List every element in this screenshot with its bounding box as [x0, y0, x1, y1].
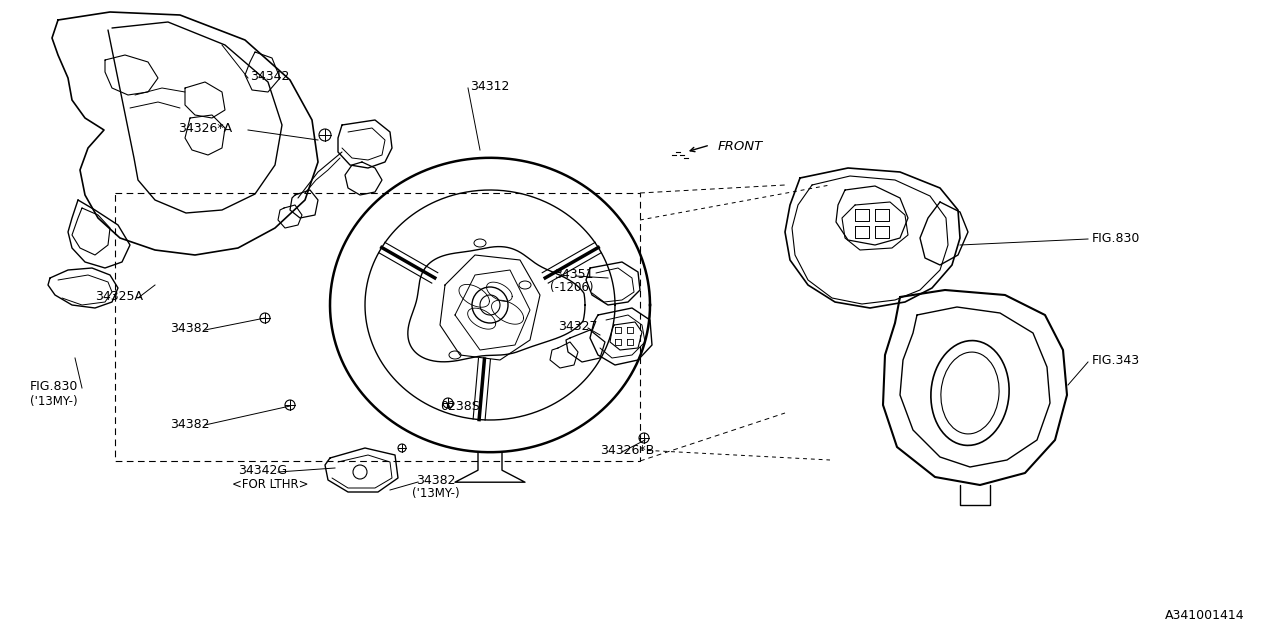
- Text: 0238S: 0238S: [440, 401, 480, 413]
- Text: 34342: 34342: [250, 70, 289, 83]
- Text: FIG.830: FIG.830: [29, 381, 78, 394]
- Bar: [115, 193, 640, 461]
- Text: (-1206): (-1206): [550, 282, 594, 294]
- Text: 34326*A: 34326*A: [178, 122, 232, 136]
- Text: 34312: 34312: [470, 79, 509, 93]
- Text: 34382: 34382: [170, 323, 210, 335]
- Text: <FOR LTHR>: <FOR LTHR>: [232, 479, 308, 492]
- Text: 34351: 34351: [554, 269, 594, 282]
- Text: ('13MY-): ('13MY-): [412, 488, 460, 500]
- Text: FIG.830: FIG.830: [1092, 232, 1140, 244]
- Text: A341001414: A341001414: [1165, 609, 1245, 622]
- Text: 34382: 34382: [416, 474, 456, 488]
- Text: 34327: 34327: [558, 321, 598, 333]
- Text: 34326*B: 34326*B: [600, 445, 654, 458]
- Text: FIG.343: FIG.343: [1092, 355, 1140, 367]
- Text: FRONT: FRONT: [718, 141, 763, 154]
- Text: 34325A: 34325A: [95, 291, 143, 303]
- Text: 34342G: 34342G: [238, 465, 287, 477]
- Text: ('13MY-): ('13MY-): [29, 394, 78, 408]
- Text: 34382: 34382: [170, 417, 210, 431]
